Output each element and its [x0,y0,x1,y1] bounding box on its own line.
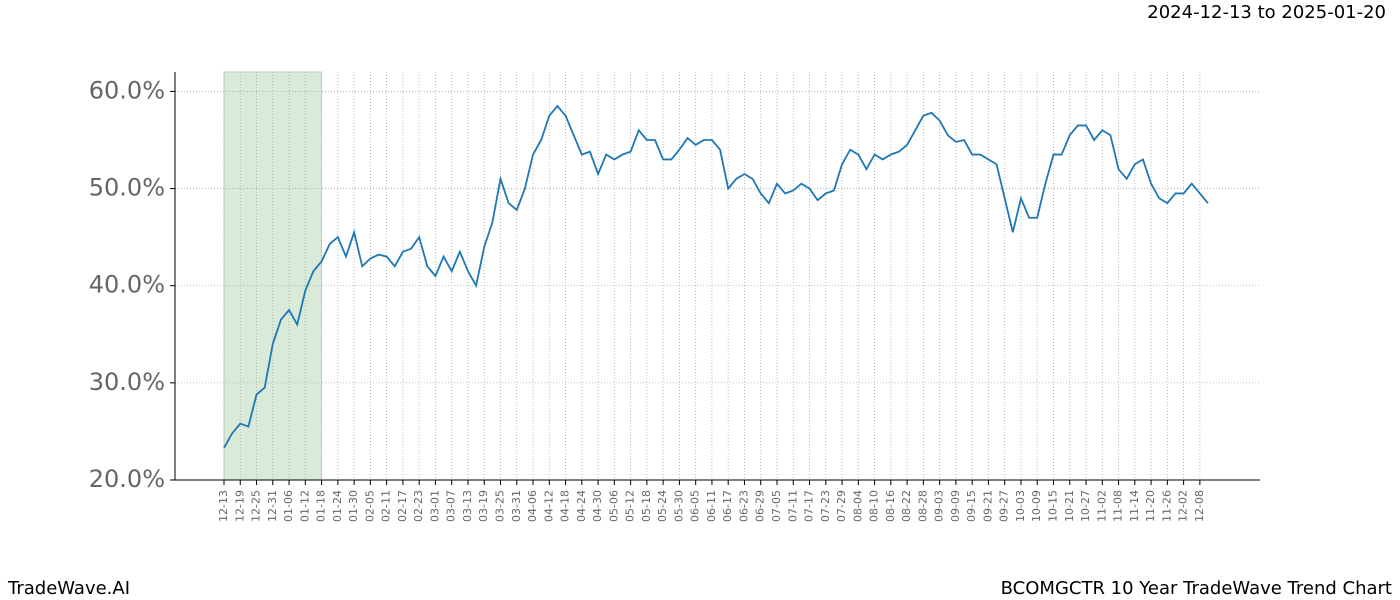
x-tick-label: 12-25 [250,490,263,522]
y-tick-label: 40.0% [89,271,165,299]
x-tick-label: 04-24 [575,490,588,522]
x-tick-label: 07-11 [786,490,799,522]
x-tick-label: 05-18 [640,490,653,522]
brand: TradeWave.AI [7,578,130,599]
x-tick-label: 02-11 [380,490,393,522]
x-tick-label: 06-29 [754,490,767,522]
x-tick-label: 10-21 [1063,490,1076,522]
x-tick-label: 08-28 [916,490,929,522]
x-tick-label: 02-23 [412,490,425,522]
x-tick-label: 09-15 [965,490,978,522]
trend-line [223,104,1209,449]
x-tick-label: 01-24 [331,490,344,522]
x-tick-label: 05-06 [607,490,620,522]
x-tick-label: 08-04 [851,490,864,522]
chart-name: BCOMGCTR 10 Year TradeWave Trend Chart [1001,578,1392,599]
x-tick-label: 02-05 [363,490,376,522]
x-tick-label: 04-18 [559,490,572,522]
x-tick-label: 03-31 [510,490,523,522]
x-tick-label: 01-18 [315,490,328,522]
x-tick-label: 01-30 [347,490,360,522]
y-tick-label: 30.0% [89,368,165,396]
x-tick-label: 11-26 [1160,490,1173,522]
x-tick-label: 10-03 [1014,490,1027,522]
x-tick-label: 09-03 [933,490,946,522]
x-tick-label: 12-02 [1177,490,1190,522]
x-tick-label: 05-30 [672,490,685,522]
x-tick-label: 12-19 [233,490,246,522]
x-tick-label: 01-06 [282,490,295,522]
y-tick-label: 50.0% [89,174,165,202]
x-tick-label: 09-27 [998,490,1011,522]
x-tick-label: 04-06 [526,490,539,522]
x-tick-label: 11-02 [1095,490,1108,522]
y-tick-label: 60.0% [89,76,165,104]
x-tick-label: 11-14 [1128,490,1141,522]
y-tick-label: 20.0% [89,465,165,493]
x-tick-label: 03-25 [493,490,506,522]
x-tick-label: 03-19 [477,490,490,522]
x-tick-label: 09-21 [981,490,994,522]
x-tick-label: 06-05 [689,490,702,522]
x-tick-label: 01-12 [298,490,311,522]
x-tick-label: 08-10 [868,490,881,522]
x-tick-label: 07-23 [819,490,832,522]
x-tick-label: 03-13 [461,490,474,522]
x-tick-label: 07-05 [770,490,783,522]
x-tick-label: 09-09 [949,490,962,522]
x-tick-label: 11-08 [1112,490,1125,522]
x-tick-label: 06-23 [737,490,750,522]
x-tick-label: 04-12 [542,490,555,522]
x-tick-label: 08-16 [884,490,897,522]
date-range: 2024-12-13 to 2025-01-20 [1147,2,1386,23]
x-tick-label: 04-30 [591,490,604,522]
x-tick-label: 03-07 [445,490,458,522]
x-tick-label: 12-31 [266,490,279,522]
x-tick-label: 05-24 [656,490,669,522]
x-tick-label: 02-17 [396,490,409,522]
x-tick-label: 06-11 [705,490,718,522]
x-tick-label: 07-29 [835,490,848,522]
x-tick-label: 03-01 [428,490,441,522]
x-tick-label: 10-09 [1030,490,1043,522]
x-tick-label: 12-08 [1193,490,1206,522]
x-tick-label: 07-17 [803,490,816,522]
x-tick-label: 05-12 [624,490,637,522]
x-tick-label: 10-27 [1079,490,1092,522]
x-tick-label: 11-20 [1144,490,1157,522]
x-tick-label: 06-17 [721,490,734,522]
x-tick-label: 10-15 [1046,490,1059,522]
x-tick-label: 12-13 [217,490,230,522]
x-tick-label: 08-22 [900,490,913,522]
